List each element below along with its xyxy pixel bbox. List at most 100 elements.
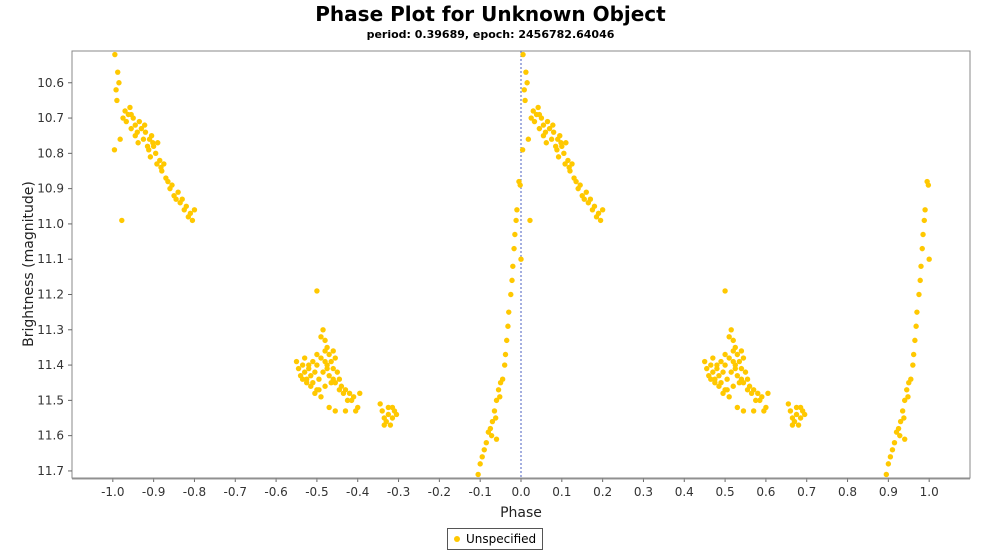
data-point	[511, 245, 517, 252]
data-point	[348, 397, 355, 404]
data-point	[330, 348, 336, 354]
data-point	[501, 362, 508, 368]
data-point	[510, 263, 516, 269]
data-point	[328, 358, 334, 365]
data-point	[115, 69, 121, 75]
data-point	[141, 122, 148, 128]
data-point	[316, 376, 322, 382]
data-point	[734, 372, 741, 379]
data-point	[920, 231, 926, 238]
data-point	[479, 454, 485, 460]
data-point	[701, 358, 708, 365]
data-point	[513, 217, 519, 224]
data-point	[710, 369, 716, 375]
data-point	[517, 182, 523, 188]
data-point	[381, 422, 387, 428]
data-point	[708, 362, 714, 368]
data-point	[904, 387, 910, 393]
data-point	[492, 415, 499, 421]
data-point	[377, 401, 383, 407]
x-tick-label: -0.1	[468, 485, 491, 499]
data-point	[557, 132, 563, 139]
data-point	[530, 108, 536, 114]
data-point	[714, 362, 720, 368]
data-point	[523, 69, 529, 75]
data-point	[753, 397, 759, 404]
data-point	[746, 383, 753, 389]
y-tick-label: 11.3	[37, 323, 64, 337]
data-point	[142, 129, 149, 135]
data-point	[921, 217, 927, 224]
data-point	[117, 136, 123, 142]
data-point	[299, 362, 306, 368]
x-tick-label: 0.1	[552, 485, 571, 499]
data-point	[738, 365, 745, 372]
data-point	[528, 115, 534, 121]
data-point	[502, 351, 509, 358]
data-point	[493, 436, 500, 442]
data-point	[535, 104, 541, 111]
data-point	[728, 369, 734, 375]
data-point	[322, 337, 328, 344]
data-point	[169, 182, 175, 188]
data-point	[797, 404, 804, 411]
data-point	[154, 161, 160, 167]
x-tick-label: -0.3	[387, 485, 410, 499]
data-point	[304, 380, 310, 386]
data-point	[189, 217, 196, 224]
data-point	[495, 387, 502, 393]
data-point	[730, 383, 736, 389]
data-point	[732, 365, 738, 372]
data-point	[487, 425, 494, 432]
data-point	[512, 231, 518, 238]
data-point	[889, 447, 896, 453]
data-point	[912, 337, 918, 344]
data-point	[128, 111, 134, 118]
data-point	[704, 365, 710, 372]
data-point	[738, 348, 745, 354]
data-point	[293, 358, 300, 365]
data-point	[916, 291, 922, 298]
data-point	[891, 440, 898, 446]
data-point	[165, 178, 171, 185]
data-point	[554, 147, 560, 153]
data-point	[489, 418, 496, 425]
data-point	[540, 132, 547, 139]
data-point	[548, 136, 555, 142]
data-point	[506, 309, 512, 315]
data-point	[306, 362, 312, 368]
data-point	[536, 125, 543, 132]
data-point	[750, 387, 757, 393]
data-point	[504, 337, 510, 344]
data-point	[597, 217, 604, 224]
data-point	[326, 351, 332, 358]
data-point	[587, 196, 594, 202]
data-point	[742, 369, 749, 375]
data-point	[905, 394, 911, 400]
data-point	[926, 256, 932, 262]
data-point	[179, 196, 185, 202]
data-point	[573, 178, 579, 185]
data-point	[308, 383, 314, 389]
data-point	[314, 362, 320, 368]
data-point	[123, 118, 129, 125]
data-point	[728, 327, 734, 333]
data-point	[785, 401, 792, 407]
data-point	[132, 122, 138, 128]
data-point	[899, 408, 906, 414]
data-point	[755, 390, 761, 397]
data-point	[173, 196, 179, 202]
data-point	[761, 408, 767, 414]
data-point	[122, 108, 128, 114]
data-point	[740, 408, 747, 414]
x-tick-label: 0.3	[634, 485, 653, 499]
data-point	[744, 376, 751, 382]
chart-title: Phase Plot for Unknown Object	[315, 2, 666, 26]
data-point	[312, 369, 318, 375]
data-point	[111, 147, 118, 153]
data-point	[136, 118, 143, 125]
data-point	[599, 207, 606, 213]
data-point	[787, 408, 794, 414]
data-point	[908, 376, 914, 382]
